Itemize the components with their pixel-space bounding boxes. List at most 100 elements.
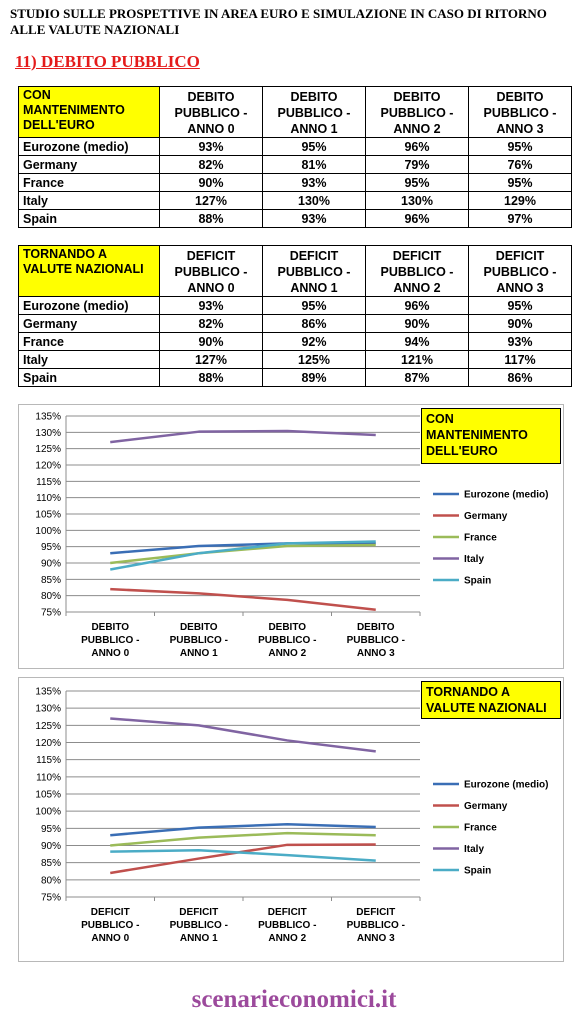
table-row: Spain 88% 93% 96% 97% [18, 209, 572, 228]
value-cell: 93% [159, 296, 263, 315]
y-tick-label: 120% [35, 738, 61, 749]
table-row: Eurozone (medio) 93% 95% 96% 95% [18, 137, 572, 156]
legend-label: Italy [464, 554, 484, 565]
country-cell: Germany [18, 314, 160, 333]
value-cell: 96% [365, 296, 469, 315]
x-tick-label-line: PUBBLICO - [81, 635, 139, 646]
value-cell: 95% [262, 137, 366, 156]
x-tick-label-line: DEBITO [268, 622, 306, 633]
column-header: DEFICIT PUBBLICO - ANNO 1 [262, 245, 366, 297]
value-cell: 127% [159, 350, 263, 369]
y-tick-label: 115% [36, 755, 61, 766]
value-cell: 92% [262, 332, 366, 351]
y-tick-label: 100% [35, 526, 61, 537]
column-header: DEBITO PUBBLICO - ANNO 1 [262, 86, 366, 138]
value-cell: 96% [365, 209, 469, 228]
x-tick-label-line: DEBITO [91, 622, 129, 633]
x-tick-label-line: PUBBLICO - [258, 635, 316, 646]
country-cell: Italy [18, 191, 160, 210]
x-tick-label: DEFICIT PUBBLICO - ANNO 1 [170, 907, 228, 944]
value-cell: 86% [262, 314, 366, 333]
value-cell: 93% [262, 209, 366, 228]
country-cell: Eurozone (medio) [18, 296, 160, 315]
value-cell: 125% [262, 350, 366, 369]
chart-tornando-valute: 75% 80% 85% 90% 95% 100% 105% 110% 115% 120% 125% 1… [18, 677, 564, 962]
value-cell: 93% [262, 173, 366, 192]
x-tick-label-line: ANNO 3 [357, 933, 395, 944]
value-cell: 95% [365, 173, 469, 192]
country-cell: France [18, 173, 160, 192]
y-tick-label: 95% [41, 542, 61, 553]
x-tick-label-line: PUBBLICO - [170, 635, 228, 646]
column-header: DEBITO PUBBLICO - ANNO 2 [365, 86, 469, 138]
y-tick-label: 130% [35, 428, 61, 439]
country-cell: Eurozone (medio) [18, 137, 160, 156]
legend-label: Germany [464, 511, 508, 522]
value-cell: 95% [468, 137, 572, 156]
x-tick-label-line: DEBITO [180, 622, 218, 633]
value-cell: 121% [365, 350, 469, 369]
value-cell: 87% [365, 368, 469, 387]
country-cell: Spain [18, 368, 160, 387]
column-header: DEBITO PUBBLICO - ANNO 0 [159, 86, 263, 138]
x-tick-label-line: PUBBLICO - [347, 635, 405, 646]
value-cell: 86% [468, 368, 572, 387]
x-tick-label-line: ANNO 1 [180, 933, 218, 944]
chart-con-mantenimento: 75% 80% 85% 90% 95% 100% 105% 110% 115% 120% 125% 1… [18, 404, 564, 669]
table-head-label: CON MANTENIMENTO DELL'EURO [18, 86, 160, 138]
legend-label: Germany [464, 801, 508, 812]
legend-label: Eurozone (medio) [464, 490, 548, 501]
value-cell: 95% [468, 173, 572, 192]
table-con-mantenimento: CON MANTENIMENTO DELL'EURO DEBITO PUBBLI… [18, 86, 572, 228]
series-line [110, 717, 376, 753]
x-tick-label-line: ANNO 2 [268, 648, 306, 659]
value-cell: 82% [159, 155, 263, 174]
value-cell: 117% [468, 350, 572, 369]
y-tick-label: 135% [35, 687, 61, 698]
value-cell: 96% [365, 137, 469, 156]
legend-label: Spain [464, 576, 491, 587]
value-cell: 89% [262, 368, 366, 387]
x-tick-label-line: ANNO 0 [91, 933, 129, 944]
chart-title-box: CON MANTENIMENTO DELL'EURO [421, 408, 561, 464]
x-tick-label: DEFICIT PUBBLICO - ANNO 3 [347, 907, 405, 944]
value-cell: 82% [159, 314, 263, 333]
y-tick-label: 80% [41, 591, 61, 602]
line-chart-svg: 75% 80% 85% 90% 95% 100% 105% 110% 115% 120% 125% 1… [35, 412, 548, 660]
series-line [110, 587, 376, 611]
table-header-row: TORNANDO A VALUTE NAZIONALI DEFICIT PUBB… [18, 245, 572, 297]
series-line [110, 831, 376, 847]
value-cell: 90% [159, 173, 263, 192]
value-cell: 130% [365, 191, 469, 210]
country-cell: Spain [18, 209, 160, 228]
x-tick-label-line: PUBBLICO - [258, 920, 316, 931]
x-tick-label-line: PUBBLICO - [347, 920, 405, 931]
y-tick-label: 130% [35, 704, 61, 715]
column-header: DEFICIT PUBBLICO - ANNO 0 [159, 245, 263, 297]
value-cell: 88% [159, 368, 263, 387]
y-tick-label: 120% [35, 461, 61, 472]
value-cell: 129% [468, 191, 572, 210]
series-line [110, 543, 376, 565]
value-cell: 93% [159, 137, 263, 156]
series-line [110, 849, 376, 862]
y-tick-label: 75% [41, 893, 61, 904]
x-tick-label-line: DEFICIT [268, 907, 307, 918]
series-line [110, 429, 376, 444]
country-cell: Germany [18, 155, 160, 174]
series-line [110, 540, 376, 571]
y-tick-label: 125% [35, 444, 61, 455]
x-tick-label: DEBITO PUBBLICO - ANNO 1 [170, 622, 228, 659]
x-tick-label-line: PUBBLICO - [81, 920, 139, 931]
table-row: Eurozone (medio) 93% 95% 96% 95% [18, 296, 572, 315]
x-tick-label: DEBITO PUBBLICO - ANNO 3 [347, 622, 405, 659]
table-row: France 90% 93% 95% 95% [18, 173, 572, 192]
value-cell: 95% [468, 296, 572, 315]
value-cell: 130% [262, 191, 366, 210]
y-tick-label: 125% [35, 721, 61, 732]
legend-label: France [464, 533, 497, 544]
legend-label: Italy [464, 844, 484, 855]
value-cell: 127% [159, 191, 263, 210]
table-row: Spain 88% 89% 87% 86% [18, 368, 572, 387]
legend-label: Eurozone (medio) [464, 780, 548, 791]
